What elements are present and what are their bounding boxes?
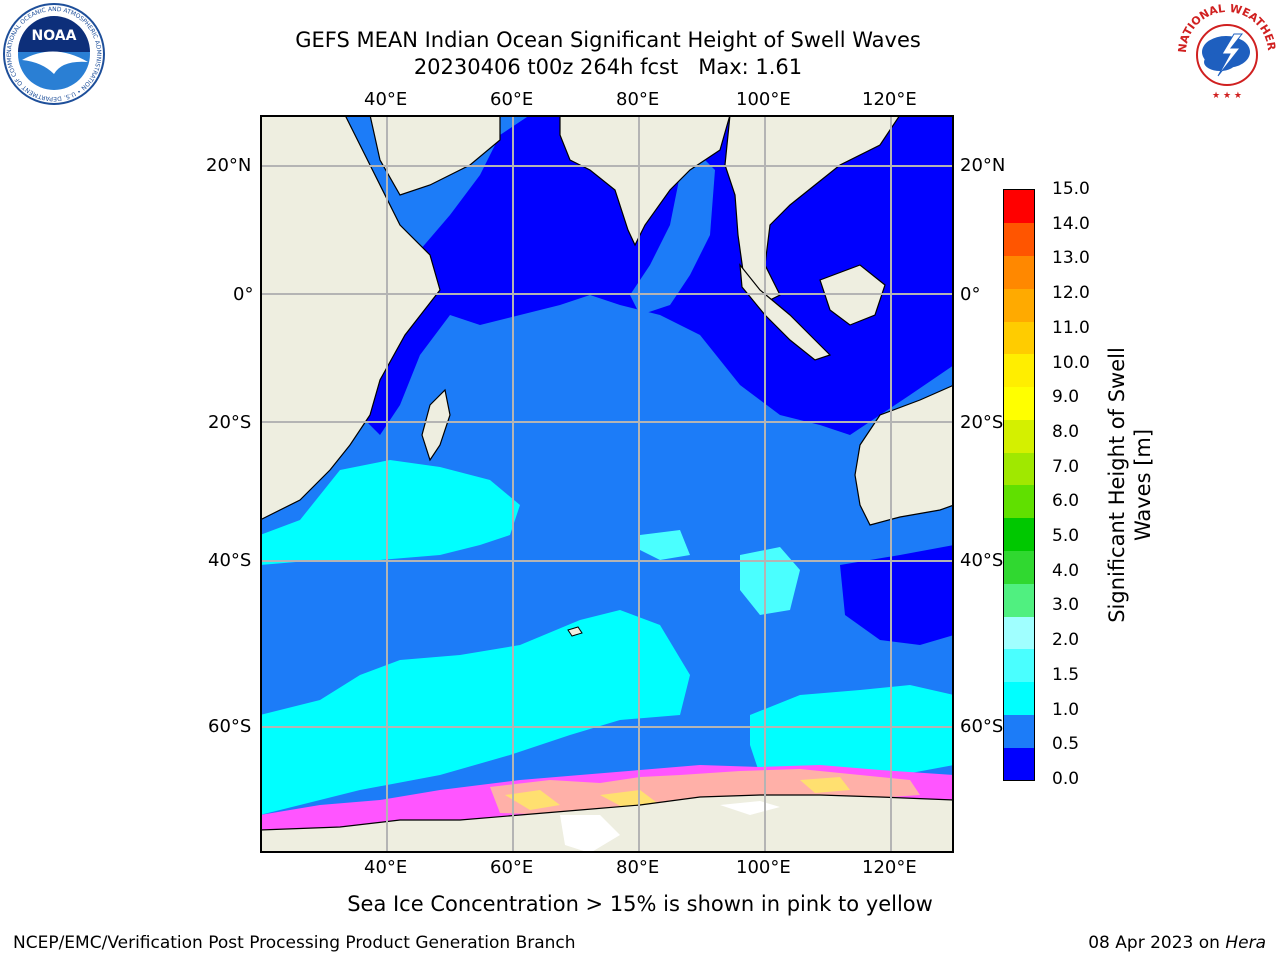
swell-band-1-1.5-patch-a (740, 547, 800, 615)
swell-band-1-1.5-midlatitude (260, 460, 520, 565)
noaa-logo: NATIONAL OCEANIC AND ATMOSPHERIC ADMINIS… (2, 2, 105, 105)
lat-label-left: 0° (233, 284, 254, 305)
colorbar-segment (1004, 419, 1034, 453)
colorbar-tick-label: 13.0 (1052, 248, 1090, 269)
colorbar-tick-label: 0.5 (1052, 734, 1080, 755)
map-frame (260, 115, 954, 853)
graticule (260, 115, 954, 853)
nws-logo: NATIONAL WEATHER SERVICE ★ ★ ★ (1176, 2, 1278, 102)
colorbar-segment (1004, 222, 1034, 257)
colorbar-segment (1004, 648, 1034, 683)
lon-label-bottom: 100°E (736, 857, 791, 878)
colorbar-segment (1004, 714, 1034, 748)
lon-label-top: 60°E (490, 89, 534, 110)
colorbar-tick-label: 15.0 (1052, 179, 1090, 199)
lon-label-bottom: 80°E (616, 857, 660, 878)
lat-label-left: 40°S (208, 550, 252, 571)
lat-label-right: 0° (960, 284, 981, 305)
lon-label-top: 40°E (364, 89, 408, 110)
land-india (559, 115, 731, 247)
colorbar-title-line1: Significant Height of Swell (1105, 347, 1129, 623)
lon-label-bottom: 120°E (862, 857, 917, 878)
colorbar-tick-label: 3.0 (1052, 595, 1080, 616)
svg-text:★ ★ ★: ★ ★ ★ (1212, 91, 1242, 101)
colorbar-tick-label: 11.0 (1052, 317, 1090, 338)
colorbar-segment (1004, 681, 1034, 715)
chart-subtitle: 20230406 t00z 264h fcst Max: 1.61 (413, 55, 803, 79)
chart-title: GEFS MEAN Indian Ocean Significant Heigh… (295, 28, 921, 52)
sea-ice-note: Sea Ice Concentration > 15% is shown in … (347, 892, 933, 916)
lat-label-left: 20°S (208, 412, 252, 433)
land-kerguelen (567, 626, 583, 637)
colorbar-title-line2: Waves [m] (1131, 428, 1155, 542)
colorbar-tick-label: 1.5 (1052, 664, 1080, 685)
colorbar-tick-label: 6.0 (1052, 491, 1080, 512)
swell-band-0-0.5-southeast (840, 545, 954, 645)
colorbar-segment (1004, 616, 1034, 650)
footer-credit: NCEP/EMC/Verification Post Processing Pr… (13, 933, 576, 953)
colorbar-segment (1004, 321, 1034, 355)
colorbar-segment (1004, 517, 1034, 552)
colorbar-segment (1004, 353, 1034, 388)
land-madagascar (421, 388, 451, 462)
colorbar-segment (1004, 288, 1034, 322)
colorbar-tick-label: 4.0 (1052, 560, 1080, 581)
lat-label-right: 20°N (960, 155, 1006, 176)
swell-band-1-1.5-southern (260, 610, 690, 815)
lon-label-top: 120°E (862, 89, 917, 110)
lat-label-left: 20°N (206, 155, 252, 176)
footer-host: Hera (1225, 933, 1266, 953)
colorbar-segment (1004, 255, 1034, 289)
colorbar-tick-label: 14.0 (1052, 213, 1090, 234)
colorbar-tick-label: 2.0 (1052, 630, 1080, 651)
swell-band-0-0.5-east-indian (630, 155, 715, 315)
antarctic-ice-shelf (560, 801, 780, 853)
colorbar-tick-label: 1.0 (1052, 699, 1080, 720)
colorbar (1003, 189, 1035, 781)
colorbar-segment (1004, 583, 1034, 617)
colorbar-tick-label: 12.0 (1052, 283, 1090, 304)
colorbar-tick-label: 8.0 (1052, 421, 1080, 442)
footer-date-text: 08 Apr 2023 on (1088, 933, 1220, 953)
colorbar-segment (1004, 550, 1034, 584)
land-sumatra (739, 263, 832, 361)
colorbar-segment (1004, 190, 1034, 224)
lat-label-left: 60°S (208, 716, 252, 737)
lon-label-bottom: 40°E (364, 857, 408, 878)
colorbar-tick-label: 0.0 (1052, 769, 1080, 789)
colorbar-segment (1004, 747, 1034, 781)
colorbar-segment (1004, 386, 1034, 420)
colorbar-segment (1004, 485, 1034, 519)
colorbar-tick-label: 7.0 (1052, 456, 1080, 477)
colorbar-tick-label: 10.0 (1052, 352, 1090, 373)
lat-label-right: 40°S (960, 550, 1004, 571)
land-africa (260, 115, 441, 521)
lat-label-right: 60°S (960, 716, 1004, 737)
lat-label-right: 20°S (960, 412, 1004, 433)
colorbar-tick-label: 5.0 (1052, 526, 1080, 547)
sea-ice-yellow-patches (505, 777, 850, 811)
land-australia (854, 384, 954, 526)
lon-label-top: 80°E (616, 89, 660, 110)
colorbar-segment (1004, 452, 1034, 486)
swell-height-map (260, 115, 954, 853)
lon-label-bottom: 60°E (490, 857, 534, 878)
swell-band-1-1.5-southeast (750, 685, 954, 783)
colorbar-tick-label: 9.0 (1052, 387, 1080, 408)
lon-label-top: 100°E (736, 89, 791, 110)
footer-date: 08 Apr 2023 on Hera (1088, 933, 1266, 953)
noaa-logo-text: NOAA (32, 28, 77, 44)
swell-band-1-1.5-patch-b (640, 530, 690, 560)
